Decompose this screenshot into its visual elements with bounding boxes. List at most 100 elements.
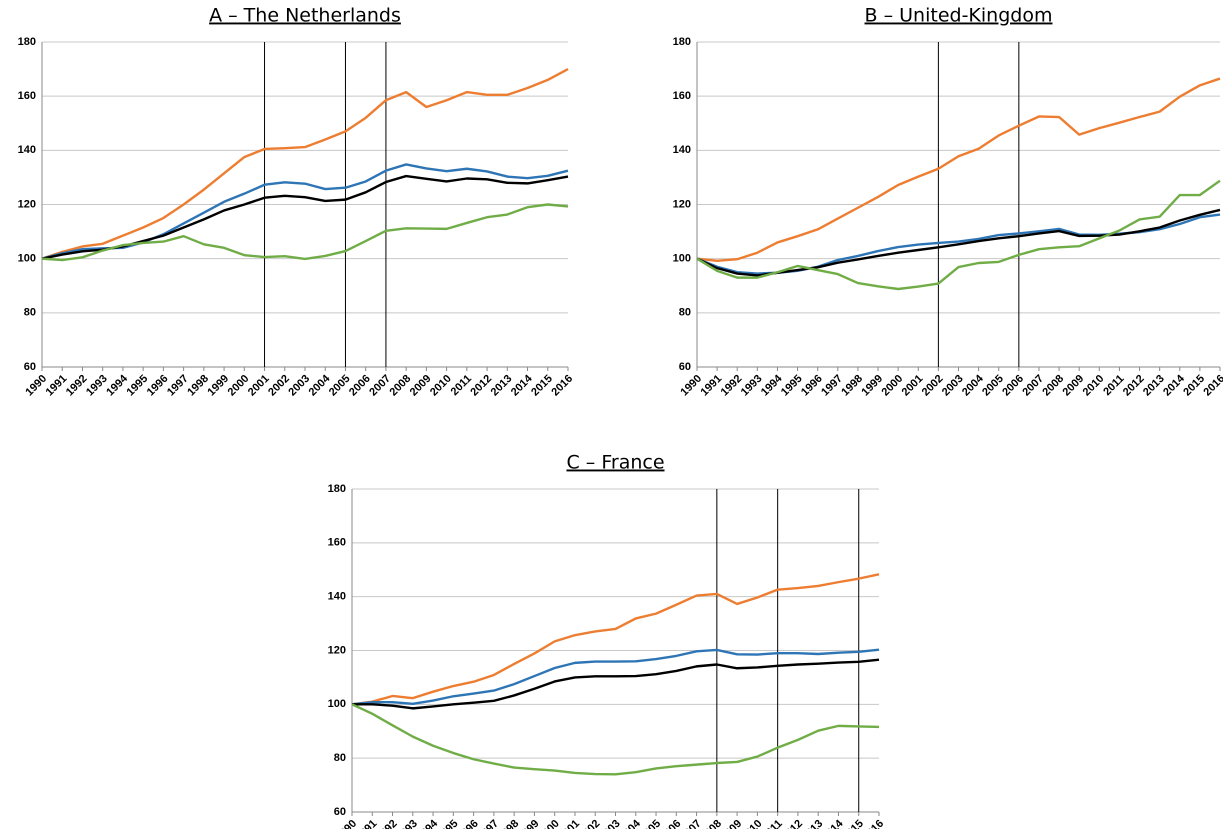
series-line <box>351 648 880 706</box>
x-tick-label: 2012 <box>779 818 805 829</box>
x-tick-label: 2001 <box>246 373 272 399</box>
x-tick-label: 2000 <box>536 818 562 829</box>
x-tick-label: 1992 <box>719 373 745 399</box>
x-tick-label: 1995 <box>779 373 805 399</box>
x-tick-label: 2014 <box>1161 372 1187 398</box>
x-tick-label: 1991 <box>354 818 380 829</box>
x-tick-label: 2005 <box>980 373 1006 399</box>
x-tick-label: 2004 <box>307 372 333 398</box>
x-tick-label: 1992 <box>64 373 90 399</box>
y-tick-label: 120 <box>673 198 691 210</box>
x-tick-label: 2006 <box>347 373 373 399</box>
x-tick-label: 2013 <box>1141 373 1167 399</box>
x-tick-label: 2004 <box>960 372 986 398</box>
x-tick-label: 1999 <box>205 373 231 399</box>
y-tick-label: 60 <box>334 806 346 818</box>
x-tick-label: 1990 <box>23 373 49 399</box>
x-tick-label: 2013 <box>800 818 826 829</box>
y-tick-label: 160 <box>18 90 36 102</box>
y-tick-label: 180 <box>328 483 346 495</box>
y-tick-label: 100 <box>673 253 691 265</box>
x-tick-label: 2014 <box>509 372 535 398</box>
x-tick-label: 2005 <box>637 818 663 829</box>
series-line <box>352 658 880 710</box>
x-tick-label: 1997 <box>165 373 191 399</box>
y-tick-label: 60 <box>24 361 36 373</box>
x-tick-label: 2010 <box>1081 373 1107 399</box>
y-tick-label: 80 <box>334 752 346 764</box>
x-tick-label: 1990 <box>333 818 359 829</box>
x-tick-label: 1994 <box>104 372 130 398</box>
x-tick-label: 2015 <box>529 373 555 399</box>
x-tick-label: 2004 <box>617 817 643 829</box>
series-line <box>351 703 880 776</box>
chart-title: A – The Netherlands <box>209 5 401 27</box>
x-tick-label: 1991 <box>698 373 724 399</box>
y-tick-label: 120 <box>328 644 346 656</box>
x-tick-label: 2003 <box>940 373 966 399</box>
x-tick-label: 2011 <box>449 373 474 398</box>
x-tick-label: 2008 <box>1040 373 1066 399</box>
x-tick-label: 1999 <box>516 818 542 829</box>
x-tick-label: 1996 <box>145 373 171 399</box>
x-tick-label: 1996 <box>455 818 481 829</box>
x-tick-label: 2011 <box>759 818 784 829</box>
x-tick-label: 2007 <box>678 818 704 829</box>
y-tick-label: 160 <box>328 537 346 549</box>
x-tick-label: 2010 <box>739 818 765 829</box>
series-line <box>41 163 569 260</box>
y-tick-label: 180 <box>673 36 691 48</box>
x-tick-label: 2010 <box>428 373 454 399</box>
x-tick-label: 2000 <box>226 373 252 399</box>
series-line <box>696 77 1221 263</box>
x-tick-label: 2000 <box>880 373 906 399</box>
y-tick-label: 120 <box>18 198 36 210</box>
x-tick-label: 1997 <box>819 373 845 399</box>
y-tick-label: 80 <box>679 307 691 319</box>
x-tick-label: 2015 <box>1181 373 1207 399</box>
x-tick-label: 2006 <box>658 818 684 829</box>
y-tick-label: 160 <box>673 90 691 102</box>
x-tick-label: 1996 <box>799 373 825 399</box>
x-tick-label: 2008 <box>698 818 724 829</box>
x-tick-label: 1993 <box>84 373 110 399</box>
chart-title: C – France <box>566 452 664 474</box>
x-tick-label: 2002 <box>266 373 292 399</box>
series-line <box>351 573 880 706</box>
x-tick-label: 2011 <box>1101 373 1126 398</box>
x-tick-label: 1995 <box>125 373 151 399</box>
x-tick-label: 2009 <box>408 373 434 399</box>
y-tick-label: 100 <box>328 698 346 710</box>
x-tick-label: 2005 <box>327 373 353 399</box>
x-tick-label: 1998 <box>839 373 865 399</box>
x-tick-label: 1993 <box>394 818 420 829</box>
x-tick-label: 1995 <box>435 818 461 829</box>
x-tick-label: 2009 <box>1061 373 1087 399</box>
series-line <box>41 68 569 260</box>
y-tick-label: 60 <box>679 361 691 373</box>
y-tick-label: 180 <box>18 36 36 48</box>
x-tick-label: 2016 <box>1201 373 1223 399</box>
x-tick-label: 1990 <box>678 373 704 399</box>
x-tick-label: 2015 <box>840 818 866 829</box>
series-line <box>696 208 1221 277</box>
x-tick-label: 2013 <box>489 373 515 399</box>
x-tick-label: 1999 <box>859 373 885 399</box>
x-tick-label: 2003 <box>286 373 312 399</box>
x-tick-label: 2001 <box>556 818 582 829</box>
x-tick-label: 2012 <box>468 373 494 399</box>
x-tick-label: 2001 <box>900 373 926 399</box>
x-tick-label: 2014 <box>820 817 846 829</box>
y-tick-label: 100 <box>18 253 36 265</box>
x-tick-label: 2007 <box>367 373 393 399</box>
y-tick-label: 140 <box>18 144 36 156</box>
x-tick-label: 2012 <box>1121 373 1147 399</box>
series-line <box>41 203 569 262</box>
x-tick-label: 2008 <box>388 373 414 399</box>
x-tick-label: 2002 <box>920 373 946 399</box>
x-tick-label: 2002 <box>577 818 603 829</box>
x-tick-label: 1998 <box>185 373 211 399</box>
x-tick-label: 2016 <box>860 818 886 829</box>
x-tick-label: 1991 <box>44 373 70 399</box>
